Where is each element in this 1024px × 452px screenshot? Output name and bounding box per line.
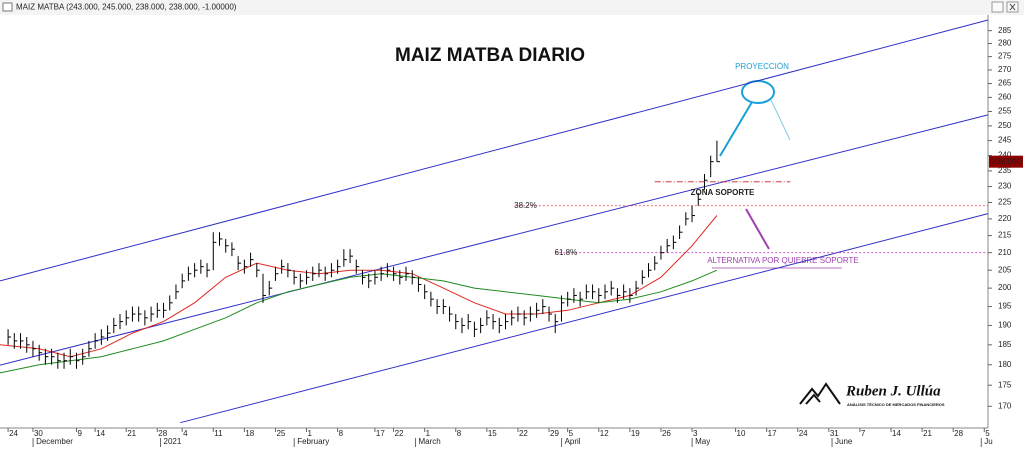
y-tick-label: 270 <box>998 65 1012 74</box>
x-tick-label: 26 <box>662 429 671 438</box>
y-tick-label: 220 <box>998 214 1012 223</box>
last-value-tag <box>989 155 1023 168</box>
y-tick-label: 185 <box>998 340 1012 349</box>
x-tick-label: 25 <box>276 429 285 438</box>
fib-label: 38.2% <box>514 201 537 210</box>
month-label: June <box>835 437 853 446</box>
header-text: MAIZ MATBA (243.000, 245.000, 238.000, 2… <box>16 3 237 12</box>
x-tick-label: 14 <box>892 429 901 438</box>
x-tick-label: 5 <box>985 429 990 438</box>
x-tick-label: 11 <box>214 429 223 438</box>
y-tick-label: 230 <box>998 182 1012 191</box>
y-tick-label: 195 <box>998 302 1012 311</box>
channel-line <box>0 19 989 282</box>
y-tick-label: 180 <box>998 360 1012 369</box>
channel-line <box>0 114 989 366</box>
projection-label: PROYECCIÓN <box>735 62 789 71</box>
logo-name: Ruben J. Ullúa <box>845 383 941 399</box>
x-tick-label: 28 <box>954 429 963 438</box>
y-tick-label: 175 <box>998 380 1012 389</box>
alternative-arrow <box>745 208 770 250</box>
y-tick-label: 205 <box>998 265 1012 274</box>
x-tick-label: 14 <box>96 429 105 438</box>
x-tick-label: 24 <box>799 429 808 438</box>
chart-title: MAIZ MATBA DIARIO <box>395 45 585 66</box>
month-label: December <box>36 437 73 446</box>
fib-label: 61.8% <box>555 248 578 257</box>
x-tick-label: 30 <box>34 429 43 438</box>
projection-line <box>770 99 791 141</box>
header-icon <box>2 2 13 12</box>
channel-line <box>180 213 989 424</box>
x-tick-label: 15 <box>488 429 497 438</box>
header-bar <box>0 0 1024 15</box>
x-tick-label: 7 <box>861 429 866 438</box>
x-tick-label: 24 <box>9 429 18 438</box>
y-tick-label: 240 <box>998 151 1012 160</box>
y-tick-label: 200 <box>998 283 1012 292</box>
y-tick-label: 255 <box>998 107 1012 116</box>
x-tick-label: 10 <box>737 429 746 438</box>
x-tick-label: 9 <box>77 429 82 438</box>
x-tick-label: 17 <box>768 429 777 438</box>
x-tick-label: 17 <box>376 429 385 438</box>
moving-average <box>0 215 718 358</box>
month-label: February <box>297 437 329 446</box>
alternative-label: ALTERNATIVA POR QUIEBRE SOPORTE <box>707 256 858 265</box>
x-tick-label: 1 <box>426 429 431 438</box>
y-tick-label: 210 <box>998 248 1012 257</box>
logo-icon <box>799 382 841 405</box>
x-tick-label: 12 <box>600 429 609 438</box>
x-tick-label: 22 <box>519 429 528 438</box>
x-tick-label: 22 <box>395 429 404 438</box>
moving-average <box>0 269 718 374</box>
x-tick-label: 28 <box>158 429 167 438</box>
y-tick-label: 170 <box>998 401 1012 410</box>
y-tick-label: 225 <box>998 198 1012 207</box>
x-tick-label: 1 <box>308 429 313 438</box>
x-tick-label: 4 <box>183 429 188 438</box>
projection-arrow <box>719 101 753 157</box>
month-label: April <box>565 437 581 446</box>
y-tick-label: 245 <box>998 136 1012 145</box>
month-label: Ju <box>984 437 992 446</box>
logo-tagline: ANÁLISIS TÉCNICO DE MERCADOS FINANCIEROS <box>847 402 945 407</box>
y-tick-label: 250 <box>998 121 1012 130</box>
month-label: May <box>695 437 710 446</box>
x-tick-label: 8 <box>457 429 462 438</box>
x-tick-label: 21 <box>127 429 136 438</box>
x-tick-label: 3 <box>693 429 698 438</box>
y-tick-label: 280 <box>998 39 1012 48</box>
x-tick-label: 18 <box>245 429 254 438</box>
last-value-label: 238.000 <box>992 157 1021 166</box>
y-tick-label: 285 <box>998 26 1012 35</box>
y-tick-label: 260 <box>998 93 1012 102</box>
close-icon <box>1009 3 1016 11</box>
x-tick-label: 19 <box>631 429 640 438</box>
x-tick-label: 8 <box>339 429 344 438</box>
y-tick-label: 190 <box>998 321 1012 330</box>
y-tick-label: 215 <box>998 231 1012 240</box>
month-label: 2021 <box>164 437 182 446</box>
x-tick-label: 5 <box>569 429 574 438</box>
support-zone-label: ZONA SOPORTE <box>691 188 755 197</box>
x-tick-label: 31 <box>830 429 839 438</box>
x-tick-label: 29 <box>550 429 559 438</box>
month-label: March <box>418 437 440 446</box>
y-tick-label: 265 <box>998 79 1012 88</box>
y-tick-label: 235 <box>998 166 1012 175</box>
y-tick-label: 275 <box>998 52 1012 61</box>
x-tick-label: 21 <box>923 429 932 438</box>
window-button[interactable] <box>991 1 1004 13</box>
